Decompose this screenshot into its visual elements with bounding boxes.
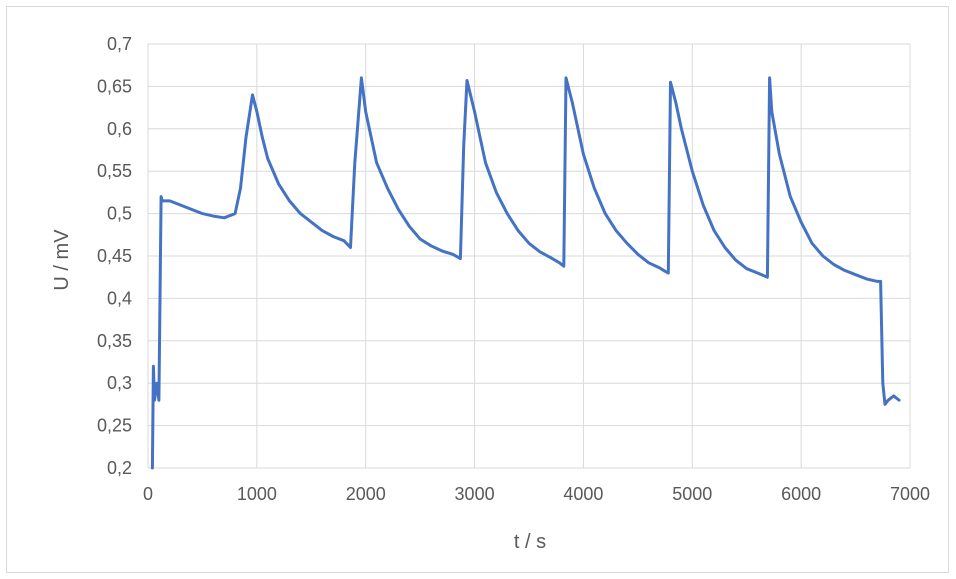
- x-tick-label: 0: [143, 484, 153, 504]
- x-tick-label: 3000: [455, 484, 495, 504]
- x-tick-label: 5000: [672, 484, 712, 504]
- y-tick-label: 0,45: [97, 246, 132, 266]
- x-tick-label: 6000: [781, 484, 821, 504]
- gridlines: [147, 43, 911, 469]
- y-tick-label: 0,65: [97, 76, 132, 96]
- y-tick-labels: 0,2 0,25 0,3 0,35 0,4 0,45 0,5 0,55 0,6 0,65 0,7: [97, 34, 132, 478]
- x-tick-label: 7000: [890, 484, 930, 504]
- y-tick-label: 0,7: [107, 34, 132, 54]
- chart-frame: [6, 6, 949, 573]
- x-tick-label: 1000: [237, 484, 277, 504]
- y-tick-label: 0,2: [107, 458, 132, 478]
- series-line: [150, 76, 901, 470]
- y-tick-label: 0,55: [97, 161, 132, 181]
- y-tick-label: 0,25: [97, 416, 132, 436]
- x-axis-title: t / s: [514, 531, 546, 553]
- y-tick-label: 0,35: [97, 331, 132, 351]
- y-tick-label: 0,3: [107, 373, 132, 393]
- y-axis-title: U / mV: [51, 229, 73, 291]
- x-tick-label: 2000: [346, 484, 386, 504]
- x-tick-label: 4000: [563, 484, 603, 504]
- series-group: [150, 76, 901, 470]
- y-tick-label: 0,5: [107, 204, 132, 224]
- y-tick-label: 0,4: [107, 288, 132, 308]
- x-tick-labels: 0 1000 2000 3000 4000 5000 6000 7000: [143, 484, 930, 504]
- y-tick-label: 0,6: [107, 119, 132, 139]
